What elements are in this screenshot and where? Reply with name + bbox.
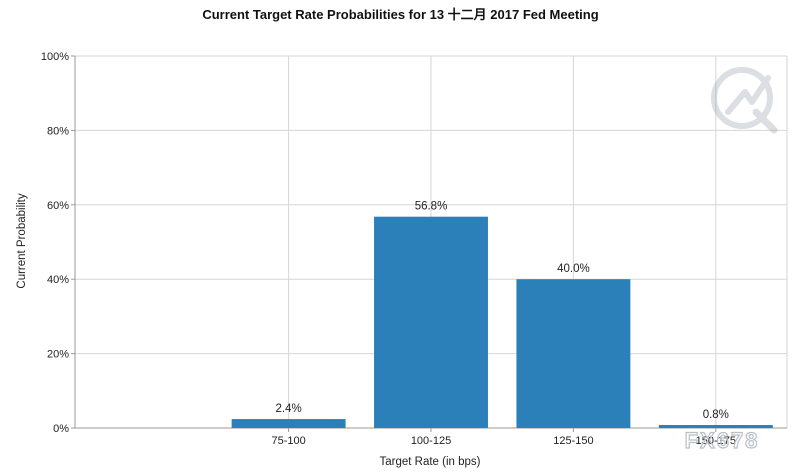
data-label-150-175: 0.8% <box>703 409 729 421</box>
x-tick-label-100-125: 100-125 <box>411 435 451 447</box>
bar-75-100 <box>231 419 346 428</box>
bar-150-175 <box>658 425 773 428</box>
x-tick-label-150-175: 150-175 <box>696 435 736 447</box>
x-tick-label-125-150: 125-150 <box>553 435 593 447</box>
y-tick-label: 60% <box>47 200 69 212</box>
bar-layer <box>231 216 773 428</box>
y-tick-label: 20% <box>47 349 69 361</box>
chart-title: Current Target Rate Probabilities for 13… <box>202 7 599 22</box>
y-tick-label: 0% <box>53 423 69 435</box>
bar-100-125 <box>374 216 488 428</box>
bar-125-150 <box>516 279 631 428</box>
watermark-logo-icon <box>711 67 778 134</box>
y-axis-title: Current Probability <box>16 193 28 288</box>
y-tick-label: 100% <box>41 51 69 63</box>
x-axis-title: Target Rate (in bps) <box>380 456 481 468</box>
data-label-125-150: 40.0% <box>557 263 590 275</box>
y-tick-label: 40% <box>47 274 69 286</box>
x-tick-label-75-100: 75-100 <box>271 435 305 447</box>
data-label-75-100: 2.4% <box>275 403 301 415</box>
data-label-100-125: 56.8% <box>415 201 448 213</box>
label-layer: 0% 20% 40% 60% 80% 100% 2.4% 75-100 56.8% 100-125… <box>41 51 736 447</box>
y-tick-label: 80% <box>47 125 69 137</box>
watermark-text: FX678 <box>685 428 760 453</box>
